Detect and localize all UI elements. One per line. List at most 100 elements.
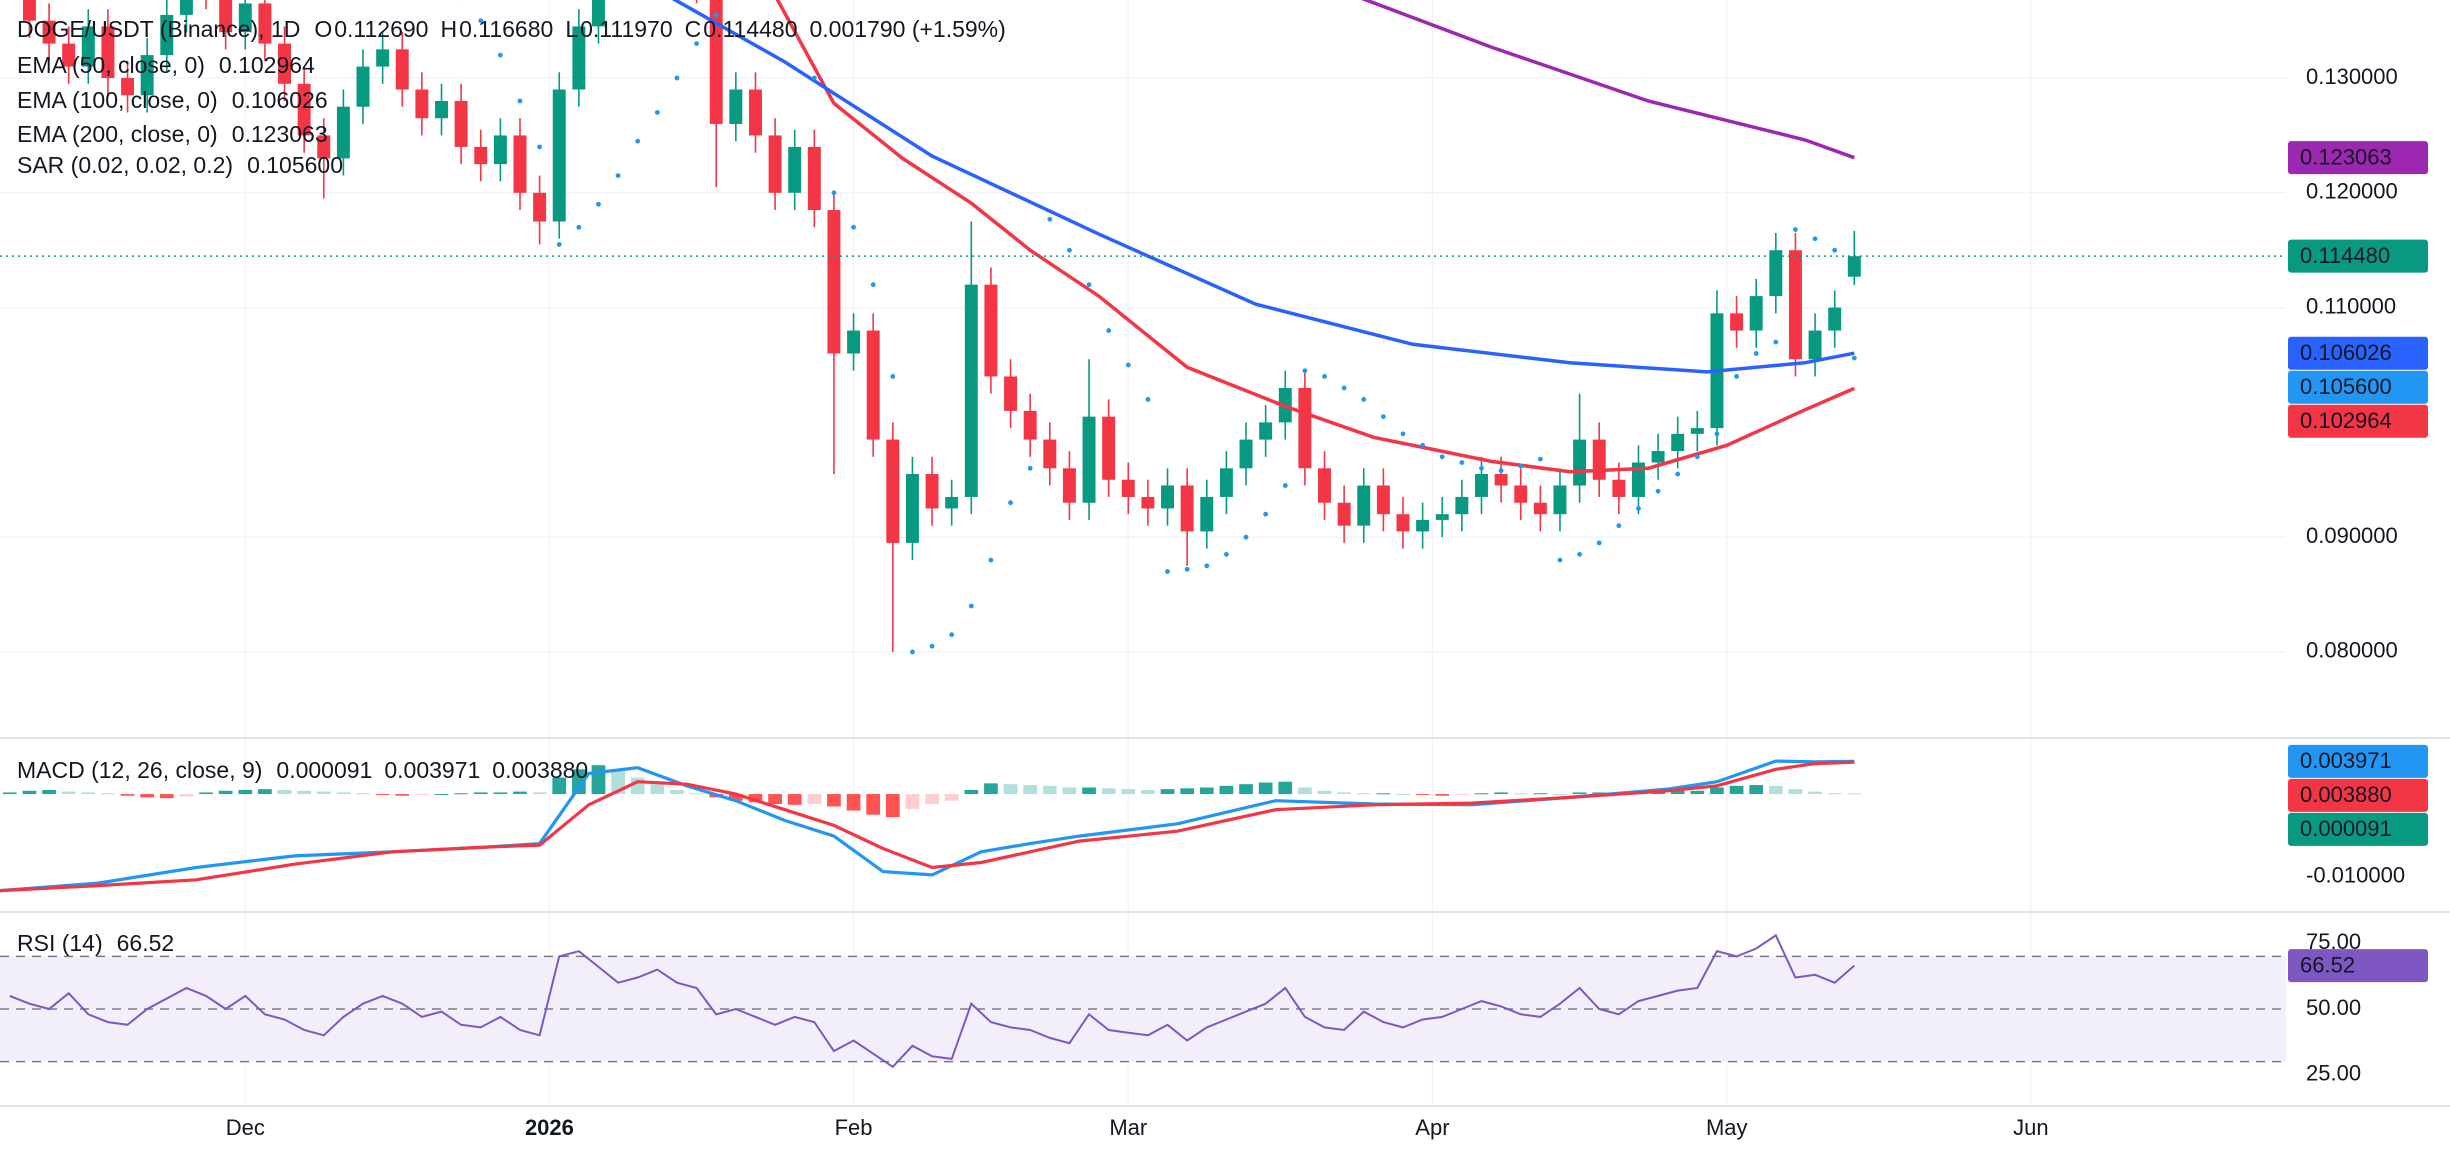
sar-dot	[478, 18, 484, 24]
sar-dot	[1223, 551, 1229, 557]
candle-body	[768, 135, 782, 193]
histogram-bar	[1101, 788, 1116, 795]
histogram-bar	[1062, 787, 1077, 795]
histogram-bar	[1376, 793, 1391, 795]
sar-dot	[1322, 374, 1327, 379]
histogram-bar	[728, 794, 743, 801]
y-tick-label: -0.010000	[2306, 862, 2405, 887]
price-badge-label: 66.52	[2300, 952, 2355, 977]
symbol-title: DOGE/USDT (Binance), 1D	[17, 16, 300, 42]
histogram-bar	[1827, 793, 1842, 795]
x-tick-label: Apr	[1415, 1115, 1449, 1140]
candle-body	[1553, 485, 1567, 515]
y-tick-label: 50.00	[2306, 995, 2361, 1020]
sar-dot	[988, 557, 994, 563]
rsi-line	[9, 933, 1855, 1069]
candle-body	[62, 43, 76, 67]
sar-dot	[1714, 431, 1720, 437]
sar-dot	[596, 201, 601, 207]
histogram-bar	[1454, 794, 1469, 796]
candle-body	[1357, 485, 1371, 526]
histogram-bar	[571, 769, 586, 795]
sar-dot	[635, 138, 641, 144]
candle-body	[1161, 485, 1175, 509]
sar-dot	[851, 224, 856, 230]
candle-body	[140, 55, 154, 96]
price-badge-label: 0.000091	[2300, 816, 2392, 841]
price-badge	[2288, 370, 2428, 404]
candle-body	[1435, 514, 1449, 520]
histogram-bar	[336, 792, 351, 795]
candle-body	[807, 146, 821, 211]
histogram-bar	[1082, 787, 1096, 795]
candle-body	[748, 89, 762, 136]
sar-dot	[1047, 216, 1053, 222]
histogram-bar	[258, 789, 272, 795]
macd-value: 0.003971	[384, 757, 480, 783]
histogram-bar	[159, 794, 174, 799]
sar-dot	[1537, 456, 1543, 462]
candle-body	[1592, 439, 1606, 480]
sar-dot	[1479, 465, 1484, 471]
sar-dot	[1596, 540, 1602, 546]
histogram-bar	[1278, 781, 1293, 795]
sar-dot	[1165, 569, 1170, 574]
candle-body	[1730, 313, 1744, 331]
candle-body	[964, 284, 978, 497]
candle-body	[1004, 376, 1018, 411]
candle-body	[1082, 416, 1096, 503]
histogram-bar	[395, 794, 410, 796]
rsi-pane	[0, 933, 2286, 1069]
candle-body	[101, 26, 115, 79]
histogram-bar	[1337, 792, 1351, 795]
candle-body	[81, 26, 95, 67]
sar-dot	[831, 190, 837, 196]
candle-body	[1808, 330, 1822, 360]
candle-body	[1318, 468, 1331, 503]
histogram-bar	[630, 777, 645, 795]
indicator-value: 0.123063	[232, 121, 328, 147]
candle-body	[984, 284, 998, 377]
candle-body	[513, 135, 527, 193]
candle-body	[925, 474, 939, 509]
histogram-bar	[964, 789, 979, 795]
histogram-bar	[827, 794, 841, 807]
candle-body	[454, 101, 468, 147]
candle-body	[827, 210, 841, 354]
sar-dot	[1145, 397, 1151, 402]
indicator-name: EMA (50, close, 0)	[17, 52, 205, 78]
candle-body	[1102, 416, 1116, 480]
candle-body	[1494, 474, 1508, 486]
histogram-bar	[1729, 785, 1744, 795]
candle-body	[395, 49, 409, 90]
signal-value: 0.003880	[492, 757, 588, 783]
indicator-value: 0.102964	[219, 52, 315, 78]
ohlc-value: 0.112690	[334, 16, 428, 42]
sar-dot	[1341, 385, 1347, 391]
histogram-bar	[905, 794, 920, 809]
candle-body	[121, 78, 135, 96]
candle-body	[1514, 485, 1528, 503]
candle-body	[905, 474, 919, 543]
sar-dot	[674, 75, 680, 81]
indicator-value: 0.105600	[247, 152, 343, 178]
sar-dot	[1518, 463, 1524, 469]
histogram-bar	[513, 791, 527, 795]
histogram-bar	[297, 790, 312, 795]
sar-dot	[1106, 328, 1112, 333]
histogram-bar	[1474, 793, 1489, 795]
histogram-bar	[689, 793, 704, 795]
histogram-bar	[179, 794, 194, 797]
sar-dot	[1439, 454, 1445, 460]
histogram-bar	[1121, 789, 1136, 795]
ohlc-key: L	[565, 16, 578, 42]
histogram-bar	[277, 789, 292, 795]
histogram-bar	[1356, 793, 1371, 795]
sar-dot	[1636, 506, 1641, 511]
x-tick-label: Mar	[1109, 1115, 1147, 1140]
candle-body	[435, 101, 448, 119]
indicator-value: 66.52	[117, 930, 175, 956]
candle-body	[297, 83, 311, 136]
sar-dot	[968, 603, 974, 609]
